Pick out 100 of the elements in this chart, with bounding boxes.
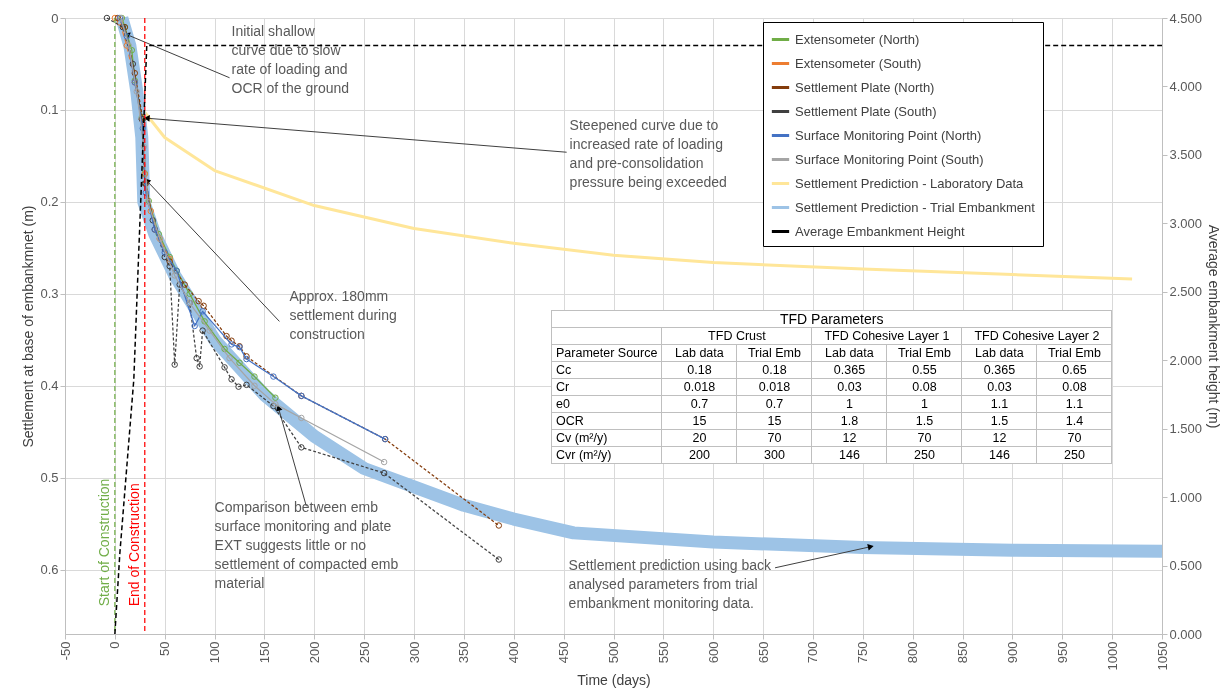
- annotation: 0.08: [886, 378, 962, 396]
- x-tick-label: 750: [855, 641, 871, 664]
- annotation: 12: [811, 429, 887, 447]
- y-axis-title: Settlement at base of embankmnet (m): [20, 205, 37, 448]
- annotation: 300: [736, 446, 812, 464]
- annotation: Steepened curve due to increased rate of loading and pre-consolidation pressure being exceeded: [569, 117, 727, 191]
- annotation: 200: [661, 446, 737, 464]
- annotation: Trial Emb: [886, 344, 962, 362]
- annotation: 15: [661, 412, 737, 430]
- annotation: 0.03: [961, 378, 1037, 396]
- annotation: Cr: [551, 378, 662, 396]
- annotation: 0.18: [736, 361, 812, 379]
- legend-label: Settlement Plate (South): [795, 103, 937, 119]
- annotation: 0.18: [661, 361, 737, 379]
- y-tick-label: 0.2: [40, 194, 59, 210]
- y2-tick-label: 2.500: [1169, 284, 1203, 300]
- annotation: 70: [736, 429, 812, 447]
- x-tick-label: 100: [207, 641, 223, 664]
- y2-tick-label: 0.000: [1169, 626, 1203, 642]
- x-tick-label: 850: [955, 641, 971, 664]
- y2-tick-label: 4.000: [1169, 78, 1203, 94]
- annotation: TFD Cohesive Layer 2: [961, 327, 1112, 345]
- annotation: TFD Crust: [661, 327, 812, 345]
- x-tick-label: 50: [157, 641, 173, 656]
- annotation: 15: [736, 412, 812, 430]
- annotation: 1.1: [961, 395, 1037, 413]
- legend-label: Settlement Prediction - Trial Embankment: [795, 199, 1036, 215]
- annotation: 70: [886, 429, 962, 447]
- legend-label: Surface Monitoring Point (North): [795, 127, 982, 143]
- annotation: Settlement prediction using back analysed parameters from trial embankment monitoring data.: [568, 556, 772, 611]
- annotation: 250: [1036, 446, 1112, 464]
- x-tick-label: 1000: [1104, 641, 1120, 671]
- legend-label: Average Embankment Height: [795, 223, 965, 239]
- y-tick-label: 0.6: [40, 562, 59, 578]
- annotation: 250: [886, 446, 962, 464]
- x-tick-label: 950: [1054, 641, 1070, 664]
- annotation: 0.55: [886, 361, 962, 379]
- x-tick-label: 550: [655, 641, 671, 664]
- annotation: Cc: [551, 361, 662, 379]
- annotation: 0.08: [1036, 378, 1112, 396]
- annotation: 146: [811, 446, 887, 464]
- annotation: 1.1: [1036, 395, 1112, 413]
- annotation: 1.5: [886, 412, 962, 430]
- annotation: TFD Cohesive Layer 1: [811, 327, 962, 345]
- annotation: 146: [961, 446, 1037, 464]
- annotation: Lab data: [811, 344, 887, 362]
- ref-line-label: End of Construction: [125, 483, 142, 607]
- legend-label: Settlement Prediction - Laboratory Data: [795, 175, 1025, 191]
- y2-tick-label: 3.000: [1169, 215, 1203, 231]
- annotation: Lab data: [661, 344, 737, 362]
- y-tick-label: 0.5: [40, 470, 59, 486]
- annotation: 12: [961, 429, 1037, 447]
- x-tick-label: 0: [107, 641, 123, 649]
- annotation: 0.7: [661, 395, 737, 413]
- y-tick-label: 0: [51, 10, 59, 26]
- annotation: e0: [551, 395, 662, 413]
- x-tick-label: 650: [755, 641, 771, 664]
- x-tick-label: 300: [406, 641, 422, 664]
- annotation: Trial Emb: [736, 344, 812, 362]
- y-tick-label: 0.4: [40, 378, 59, 394]
- x-tick-label: 150: [256, 641, 272, 664]
- legend-label: Surface Monitoring Point (South): [795, 151, 984, 167]
- x-tick-label: 200: [306, 641, 322, 664]
- x-tick-label: 700: [805, 641, 821, 664]
- x-tick-label: 350: [456, 641, 472, 664]
- annotation: OCR: [551, 412, 662, 430]
- annotation: TFD Parameters: [551, 310, 1112, 328]
- x-tick-label: 500: [606, 641, 621, 664]
- annotation: 1: [811, 395, 887, 413]
- legend-label: Settlement Plate (North): [795, 79, 935, 95]
- annotation: 1.8: [811, 412, 887, 430]
- x-tick-label: 400: [506, 641, 522, 664]
- y2-tick-label: 3.500: [1169, 147, 1203, 163]
- annotation: Approx. 180mm settlement during construction: [289, 288, 397, 343]
- annotation: 1: [886, 395, 962, 413]
- annotation: 1.4: [1036, 412, 1112, 430]
- annotation: 0.7: [736, 395, 812, 413]
- annotation: 0.65: [1036, 361, 1112, 379]
- y2-axis-title: Average embankment height (m): [1206, 224, 1223, 429]
- annotation: 0.03: [811, 378, 887, 396]
- annotation: Trial Emb: [1036, 344, 1112, 362]
- annotation: Parameter Source: [551, 344, 662, 362]
- annotation: 1.5: [961, 412, 1037, 430]
- y2-tick-label: 0.500: [1169, 558, 1203, 574]
- y-tick-label: 0.3: [40, 286, 59, 302]
- annotation: 0.018: [661, 378, 737, 396]
- y2-tick-label: 1.500: [1169, 421, 1203, 437]
- annotation: Cv (m²/y): [551, 429, 662, 447]
- ref-line-label: Start of Construction: [95, 478, 112, 607]
- legend-label: Extensometer (North): [795, 31, 920, 47]
- y-tick-label: 0.1: [40, 102, 59, 118]
- x-tick-label: 600: [705, 641, 721, 664]
- x-tick-label: 450: [556, 641, 572, 664]
- x-tick-label: 250: [356, 641, 372, 664]
- annotation: Initial shallow curve due to slow rate of loading and OCR of the ground: [231, 23, 350, 97]
- annotation: 20: [661, 429, 737, 447]
- x-tick-label: 900: [1004, 641, 1020, 664]
- y2-tick-label: 2.000: [1169, 352, 1203, 368]
- x-tick-label: 800: [905, 641, 921, 664]
- annotation: 70: [1036, 429, 1112, 447]
